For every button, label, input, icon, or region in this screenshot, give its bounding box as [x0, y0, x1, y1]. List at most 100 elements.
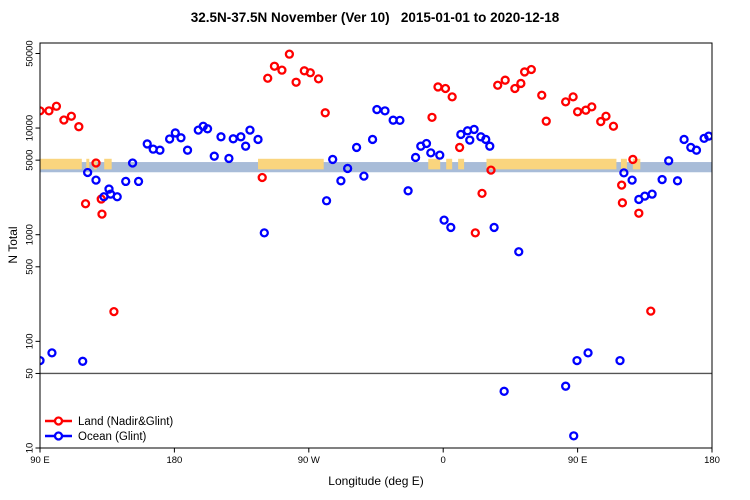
geo-band-land-segment — [486, 158, 617, 170]
data-point-ocean — [209, 151, 219, 161]
data-point-land — [454, 142, 465, 153]
legend: Land (Nadir&Glint) Ocean (Glint) — [45, 416, 173, 443]
data-point-ocean — [182, 145, 193, 155]
data-point-land — [572, 107, 583, 117]
data-point-ocean — [481, 134, 491, 145]
data-point-land — [516, 78, 526, 89]
y-tick-label: 500 — [25, 259, 36, 275]
data-point-land — [51, 101, 62, 111]
geo-band-land-segment — [620, 158, 627, 170]
legend-marker-ocean-icon — [53, 431, 64, 441]
data-point-land — [470, 228, 480, 238]
data-point-ocean — [328, 154, 338, 165]
data-point-ocean — [164, 134, 175, 144]
data-point-land — [510, 83, 520, 94]
data-point-ocean — [403, 186, 413, 196]
data-point-ocean — [647, 189, 657, 199]
data-point-land — [263, 73, 273, 83]
data-point-ocean — [91, 175, 101, 185]
data-point-ocean — [691, 145, 702, 155]
data-point-ocean — [112, 192, 122, 202]
data-point-ocean — [155, 145, 165, 155]
data-point-ocean — [216, 132, 226, 142]
data-point-land — [646, 306, 656, 316]
data-point-land — [541, 116, 551, 126]
data-point-land — [628, 154, 638, 165]
data-point-ocean — [127, 158, 138, 168]
data-point-ocean — [446, 222, 456, 233]
data-point-land — [568, 92, 578, 102]
y-tick-label: 100 — [25, 333, 36, 349]
data-point-ocean — [372, 104, 382, 115]
data-point-ocean — [672, 176, 683, 186]
data-point-ocean — [569, 431, 579, 441]
data-point-ocean — [336, 176, 346, 186]
data-point-land — [320, 108, 330, 118]
geo-band-ocean — [40, 162, 712, 173]
data-point-land — [561, 97, 571, 107]
data-point-land — [596, 116, 606, 127]
geo-band-land-segment — [258, 158, 324, 170]
plot-frame — [39, 42, 713, 449]
data-point-ocean — [426, 148, 436, 158]
data-point-land — [477, 188, 487, 199]
data-point-land — [427, 112, 437, 122]
data-point-ocean — [170, 128, 180, 138]
data-point-ocean — [121, 176, 131, 187]
data-point-land — [44, 106, 54, 116]
plot-clip-group — [40, 49, 712, 441]
data-point-land — [80, 199, 91, 209]
data-point-land — [59, 115, 69, 125]
data-point-ocean — [465, 135, 475, 145]
data-point-ocean — [224, 153, 234, 164]
data-point-ocean — [351, 142, 362, 153]
data-point-land — [537, 90, 547, 100]
geo-band-land-segment — [428, 158, 441, 170]
data-point-ocean — [202, 124, 213, 134]
data-point-ocean — [321, 196, 332, 206]
x-tick-label: 0 — [441, 455, 446, 466]
data-point-ocean — [367, 134, 378, 145]
data-point-land — [617, 198, 628, 208]
legend-marker-land-icon — [53, 416, 64, 426]
data-point-land — [109, 306, 119, 317]
data-point-ocean — [142, 139, 152, 149]
data-point-ocean — [657, 174, 667, 185]
data-point-land — [66, 111, 77, 121]
data-point-ocean — [104, 184, 114, 194]
data-point-land — [447, 92, 457, 102]
data-point-ocean — [627, 175, 637, 185]
x-tick-label: 180 — [166, 455, 182, 466]
geo-band-land-segment — [458, 158, 465, 170]
data-point-ocean — [133, 176, 144, 187]
data-point-ocean — [664, 156, 674, 166]
y-axis-title: N Total — [6, 226, 20, 264]
y-tick-label: 10000 — [25, 115, 36, 141]
x-tick-label: 90 E — [30, 455, 50, 466]
data-point-ocean — [47, 348, 57, 358]
data-point-ocean — [421, 138, 432, 149]
data-point-ocean — [259, 228, 269, 238]
data-point-land — [91, 158, 101, 168]
geo-band-land-segment — [93, 158, 97, 170]
data-point-land — [40, 106, 45, 116]
data-point-land — [433, 82, 443, 92]
data-point-ocean — [236, 132, 246, 142]
data-point-ocean — [228, 134, 238, 144]
geo-band-land-segment — [104, 158, 112, 170]
data-point-ocean — [583, 348, 593, 358]
legend-label-land: Land (Nadir&Glint) — [78, 416, 173, 428]
y-tick-label: 50 — [25, 368, 36, 379]
data-point-ocean — [469, 124, 479, 135]
data-point-ocean — [489, 222, 499, 233]
data-point-land — [486, 165, 496, 175]
x-tick-label: 90 E — [568, 455, 588, 466]
data-point-land — [526, 64, 536, 75]
x-tick-label: 180 — [704, 455, 720, 466]
data-point-land — [257, 172, 267, 183]
data-point-ocean — [359, 171, 369, 181]
data-point-ocean — [572, 355, 582, 366]
data-point-ocean — [380, 106, 390, 116]
data-point-ocean — [176, 133, 186, 143]
